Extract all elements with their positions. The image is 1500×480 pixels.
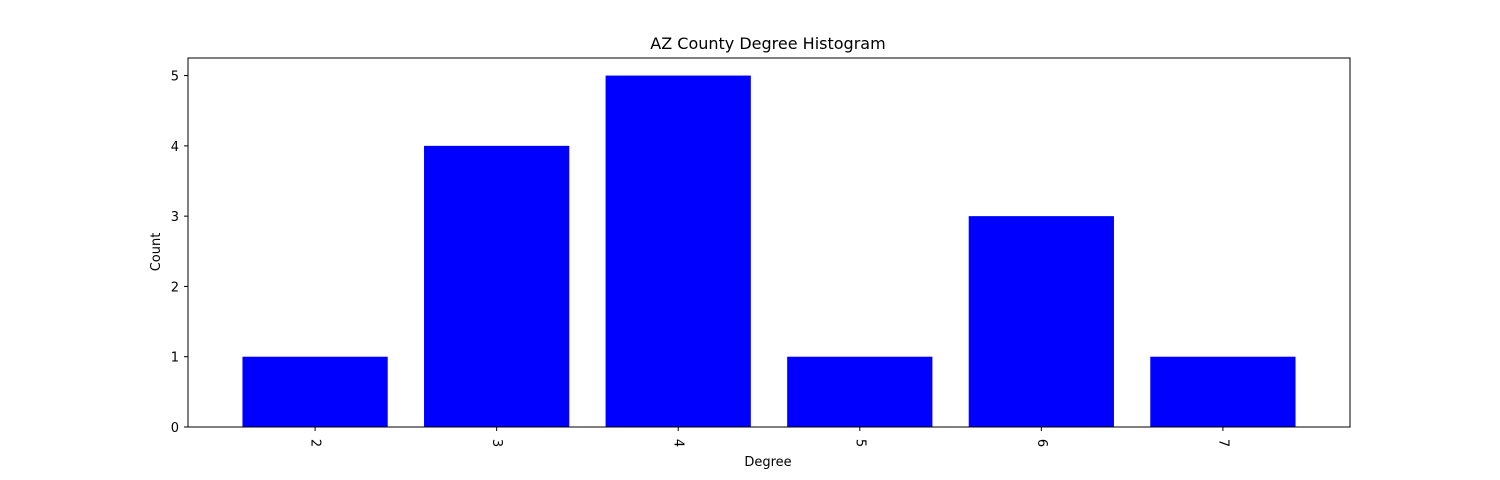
y-tick-label: 1 [171, 351, 179, 366]
y-tick-label: 4 [171, 140, 179, 155]
y-axis-label: Count [149, 233, 164, 272]
x-tick-label: 3 [489, 439, 504, 447]
bar-3 [424, 145, 570, 427]
y-tick-label: 3 [171, 210, 179, 225]
y-tick-label: 2 [171, 280, 179, 295]
bars-group [242, 75, 1296, 428]
chart-title: AZ County Degree Histogram [650, 34, 885, 53]
y-axis: 0 1 2 3 4 5 [171, 70, 188, 436]
x-axis: 2 3 4 5 6 7 [308, 427, 1230, 447]
y-tick-label: 0 [171, 421, 179, 436]
bar-5 [787, 356, 933, 427]
x-tick-label: 7 [1215, 439, 1230, 447]
x-tick-label: 6 [1034, 439, 1049, 447]
bar-6 [968, 216, 1114, 427]
x-tick-label: 2 [308, 439, 323, 447]
y-tick-label: 5 [171, 70, 179, 85]
bar-4 [605, 75, 751, 428]
plot-frame [187, 57, 1351, 428]
x-axis-label: Degree [744, 455, 791, 470]
bar-7 [1150, 356, 1296, 427]
x-tick-label: 4 [671, 439, 686, 447]
bar-2 [242, 356, 388, 427]
x-tick-label: 5 [852, 439, 867, 447]
